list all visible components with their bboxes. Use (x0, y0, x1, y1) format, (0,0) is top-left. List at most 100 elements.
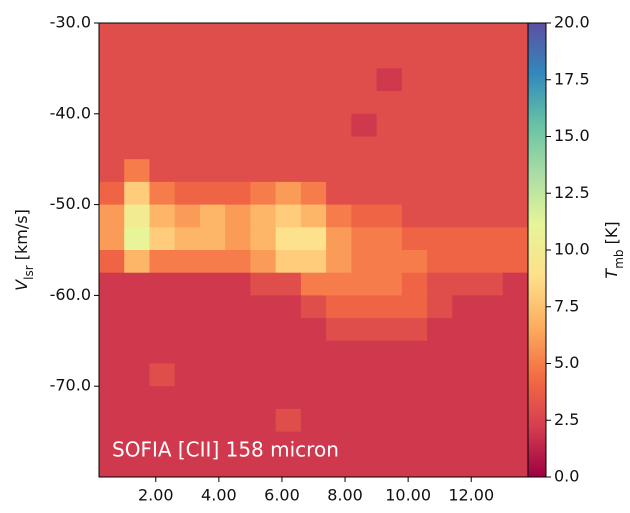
heatmap-cell (199, 23, 226, 47)
heatmap-cell (174, 408, 201, 433)
heatmap-cell (401, 272, 428, 296)
heatmap-cell (351, 431, 378, 455)
heatmap-cell (326, 318, 352, 342)
heatmap-cell (174, 431, 201, 455)
heatmap-cell (275, 454, 302, 478)
heatmap-cell (124, 113, 150, 137)
heatmap-cell (376, 68, 403, 92)
heatmap-cell (300, 408, 327, 433)
heatmap-cell (502, 250, 529, 274)
heatmap-cell (300, 227, 327, 251)
heatmap-cell (199, 136, 226, 160)
heatmap-cell (427, 91, 453, 115)
heatmap-cell (452, 68, 479, 92)
heatmap-cell (477, 136, 504, 160)
heatmap-cell (326, 340, 352, 364)
heatmap-cell (225, 431, 251, 455)
heatmap-cell (326, 113, 352, 137)
heatmap-cell (250, 113, 277, 137)
heatmap-cell (351, 204, 378, 228)
heatmap-cell (326, 272, 352, 296)
heatmap-cell (99, 181, 125, 206)
heatmap-cell (124, 159, 150, 183)
x-tick-label: 10.00 (385, 486, 431, 505)
heatmap-cell (199, 363, 226, 387)
heatmap-cell (401, 159, 428, 183)
heatmap-cell (199, 386, 226, 410)
heatmap-cell (124, 68, 150, 92)
heatmap-cell (477, 68, 504, 92)
heatmap-cell (427, 113, 453, 137)
heatmap-cell (401, 113, 428, 137)
heatmap-cell (174, 386, 201, 410)
heatmap-cell (250, 68, 277, 92)
heatmap-cell (225, 136, 251, 160)
y-tick-label: -70.0 (50, 376, 91, 395)
heatmap-cell (99, 454, 125, 478)
heatmap-cell (275, 91, 302, 115)
heatmap-cell (225, 250, 251, 274)
heatmap-cell (502, 408, 529, 433)
heatmap-cell (401, 45, 428, 69)
heatmap-cell (502, 204, 529, 228)
heatmap-cell (250, 454, 277, 478)
colorbar-tick-label: 7.5 (554, 296, 579, 315)
heatmap-cell (149, 181, 176, 206)
heatmap-cell (99, 272, 125, 296)
heatmap-cell (300, 159, 327, 183)
heatmap-cell (477, 363, 504, 387)
heatmap-cell (149, 23, 176, 47)
heatmap-cell (275, 113, 302, 137)
heatmap-cell (99, 45, 125, 69)
heatmap-cell (326, 431, 352, 455)
heatmap-cell (452, 454, 479, 478)
heatmap-cell (225, 113, 251, 137)
heatmap-cell (174, 272, 201, 296)
heatmap-cell (502, 91, 529, 115)
heatmap-cell (326, 250, 352, 274)
heatmap-cell (351, 159, 378, 183)
heatmap-cell (149, 408, 176, 433)
heatmap-cell (124, 91, 150, 115)
colorbar-tick-label: 12.5 (554, 183, 590, 202)
heatmap-cell (427, 45, 453, 69)
heatmap-cell (502, 431, 529, 455)
heatmap-cell (351, 113, 378, 137)
heatmap-cell (401, 181, 428, 206)
heatmap-cell (502, 45, 529, 69)
heatmap-cell (300, 431, 327, 455)
heatmap-cell (99, 295, 125, 319)
heatmap-cell (99, 363, 125, 387)
heatmap-cell (376, 45, 403, 69)
heatmap-cell (250, 23, 277, 47)
heatmap-cell (199, 454, 226, 478)
heatmap-cell (149, 454, 176, 478)
heatmap-cell (250, 45, 277, 69)
heatmap-cell (376, 181, 403, 206)
heatmap-cell (326, 204, 352, 228)
heatmap-cell (99, 159, 125, 183)
heatmap-cell (99, 431, 125, 455)
y-label-sub: lsr (22, 265, 36, 280)
heatmap-cell (477, 181, 504, 206)
heatmap-cell (275, 408, 302, 433)
heatmap-cell (502, 386, 529, 410)
heatmap-cell (502, 272, 529, 296)
heatmap-cell (452, 113, 479, 137)
heatmap-cell (275, 159, 302, 183)
heatmap-cell (326, 136, 352, 160)
heatmap-cell (351, 454, 378, 478)
heatmap-cell (199, 250, 226, 274)
heatmap-cell (174, 250, 201, 274)
heatmap-cell (99, 136, 125, 160)
heatmap-cell (477, 113, 504, 137)
heatmap-cell (149, 91, 176, 115)
heatmap-cell (326, 159, 352, 183)
heatmap-cell (326, 68, 352, 92)
heatmap-cell (99, 318, 125, 342)
heatmap-cell (427, 272, 453, 296)
heatmap (99, 23, 529, 478)
heatmap-cell (124, 454, 150, 478)
heatmap-cell (477, 318, 504, 342)
heatmap-cell (275, 340, 302, 364)
